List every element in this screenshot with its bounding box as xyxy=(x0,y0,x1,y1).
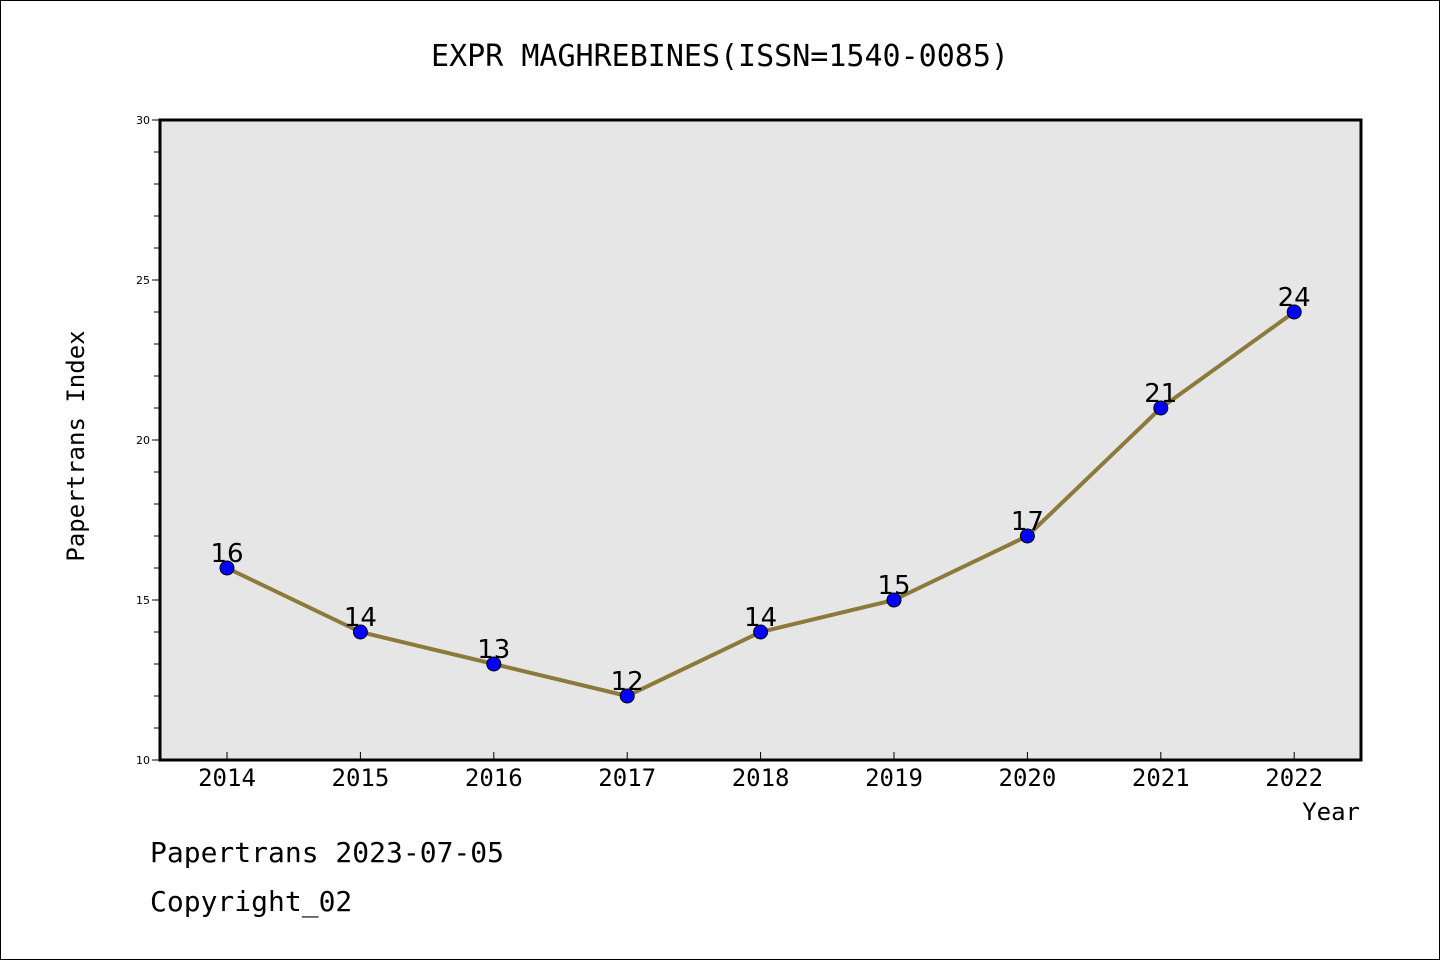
data-point-marker xyxy=(1286,304,1302,320)
x-axis-ticks: 2014 2015 2016 2017 2018 2019 2020 2021 2022 xyxy=(198,752,1323,792)
y-axis-label: Papertrans Index xyxy=(62,330,90,561)
data-point-marker xyxy=(1019,528,1035,544)
x-tick-label: 2016 xyxy=(465,764,523,792)
data-point-label: 24 xyxy=(1278,283,1311,313)
data-point-label: 21 xyxy=(1144,379,1177,409)
data-point-label: 14 xyxy=(344,603,377,633)
data-point-marker xyxy=(619,688,635,704)
data-point-marker xyxy=(486,656,502,672)
y-axis-ticks: 10 15 20 25 30 xyxy=(136,114,160,767)
y-tick-label: 25 xyxy=(136,274,150,287)
x-tick-label: 2017 xyxy=(598,764,656,792)
x-tick-label: 2022 xyxy=(1265,764,1323,792)
y-tick-label: 15 xyxy=(136,594,150,607)
data-labels: 16 14 13 12 14 15 17 21 24 xyxy=(210,283,1310,697)
data-point-label: 15 xyxy=(877,571,910,601)
x-tick-label: 2021 xyxy=(1132,764,1190,792)
x-axis-label: Year xyxy=(1302,798,1360,826)
data-point-marker xyxy=(352,624,368,640)
data-point-label: 13 xyxy=(477,635,510,665)
chart-title: EXPR MAGHREBINES(ISSN=1540-0085) xyxy=(431,39,1009,74)
y-tick-label: 10 xyxy=(136,754,150,767)
data-point-label: 17 xyxy=(1011,507,1044,537)
footer-date-line: Papertrans 2023-07-05 xyxy=(150,836,505,869)
footer-copyright-line: Copyright_02 xyxy=(150,885,353,918)
data-point-marker xyxy=(886,592,902,608)
data-point-label: 16 xyxy=(210,539,243,569)
data-point-label: 14 xyxy=(744,603,777,633)
x-tick-label: 2018 xyxy=(732,764,790,792)
plot-area xyxy=(158,118,1363,762)
x-tick-label: 2014 xyxy=(198,764,256,792)
x-tick-label: 2019 xyxy=(865,764,923,792)
data-point-marker xyxy=(753,624,769,640)
data-point-marker xyxy=(1153,400,1169,416)
data-point-label: 12 xyxy=(611,667,644,697)
data-point-marker xyxy=(219,560,235,576)
data-markers xyxy=(219,304,1302,704)
x-tick-label: 2015 xyxy=(332,764,390,792)
x-tick-label: 2020 xyxy=(999,764,1057,792)
y-tick-label: 30 xyxy=(136,114,150,127)
y-tick-label: 20 xyxy=(136,434,150,447)
